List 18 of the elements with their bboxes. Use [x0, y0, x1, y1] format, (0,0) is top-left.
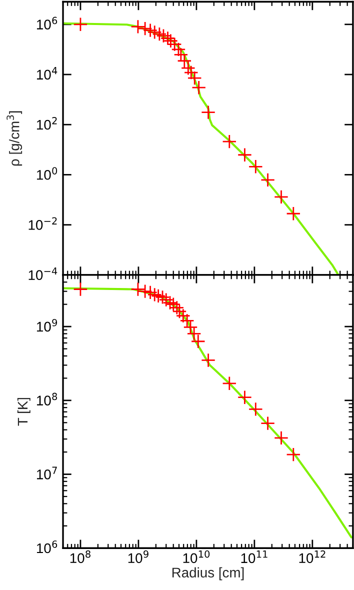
y-tick-label: 10$^{0}$ [36, 167, 58, 180]
x-axis-title: Radius [cm] [172, 567, 244, 580]
x-tick-label: 10$^{10}$ [183, 550, 210, 564]
x-tick-label: 10$^{11}$ [241, 550, 268, 564]
x-tick-label: 10$^{8}$ [70, 550, 90, 564]
y-tick-label: 10$^{4}$ [36, 67, 58, 80]
y-tick-label: 10$^{6}$ [36, 540, 58, 554]
x-tick-label: 10$^{9}$ [128, 550, 148, 564]
y-tick-label: 10$^{2}$ [36, 117, 57, 130]
y-tick-label: 10$^{8}$ [36, 392, 58, 406]
y-tick-label: 10$^{−4}$ [28, 267, 58, 280]
y-axis-title: T [K] [17, 398, 30, 426]
y-tick-label: 10$^{7}$ [36, 466, 57, 480]
x-tick-label: 10$^{12}$ [299, 550, 326, 564]
y-tick-label: 10$^{9}$ [36, 318, 58, 332]
y-tick-label: 10$^{6}$ [36, 16, 58, 30]
y-axis-title: ρ [g/cm$^{3}$] [6, 111, 22, 166]
y-tick-label: 10$^{−2}$ [28, 217, 57, 230]
